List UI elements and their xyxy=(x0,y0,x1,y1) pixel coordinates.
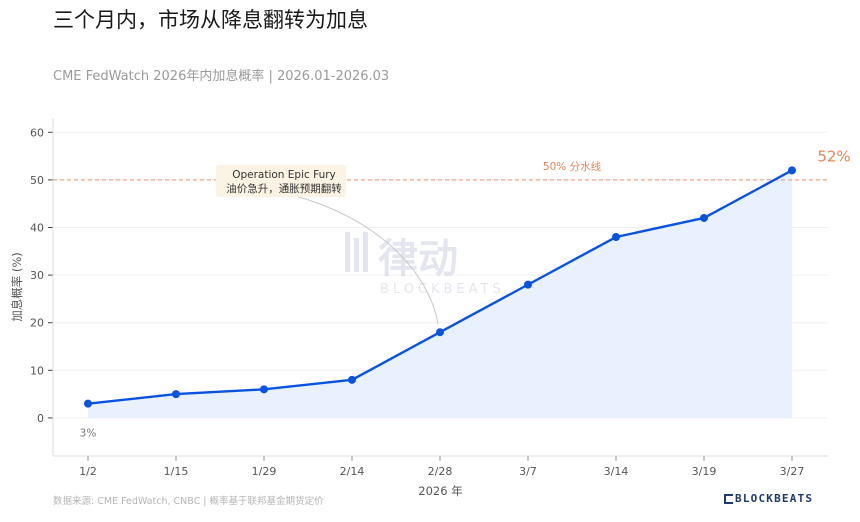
y-tick-label: 50 xyxy=(30,174,44,187)
area-fill xyxy=(88,170,792,418)
y-tick-label: 30 xyxy=(30,269,44,282)
annotation-line-1: Operation Epic Fury xyxy=(232,169,336,181)
x-axis-title: 2026 年 xyxy=(418,484,462,498)
threshold: 50% 分水线 xyxy=(53,160,828,181)
y-tick-label: 40 xyxy=(30,221,44,234)
data-point xyxy=(788,166,796,175)
labels: 3% 52% xyxy=(80,147,851,439)
data-point xyxy=(700,213,708,222)
y-tick-label: 10 xyxy=(30,364,44,377)
watermark-cn: 律动 xyxy=(378,236,458,282)
watermark-bar xyxy=(354,238,359,272)
x-tick-label: 3/7 xyxy=(519,465,537,478)
data-point xyxy=(348,375,356,384)
annotation-line-2: 油价急升，通胀预期翻转 xyxy=(226,182,342,195)
source-note: 数据来源: CME FedWatch, CNBC | 概率基于联邦基金期货定价 xyxy=(53,496,324,507)
watermark-en: BLOCKBEATS xyxy=(380,282,505,297)
brand-name: BLOCKBEATS xyxy=(735,492,814,505)
annotation-connector xyxy=(279,191,439,325)
brand-logo: BLOCKBEATS xyxy=(724,492,813,505)
data-point xyxy=(260,385,268,394)
data-point xyxy=(436,328,444,337)
watermark-logo: 律动 BLOCKBEATS xyxy=(345,232,505,297)
data-point xyxy=(172,390,180,399)
data-point xyxy=(84,399,92,408)
y-tick-label: 20 xyxy=(30,317,44,330)
x-tick-label: 1/15 xyxy=(164,465,189,478)
y-axis-title: 加息概率 (%) xyxy=(10,252,24,322)
threshold-label: 50% 分水线 xyxy=(543,160,602,173)
brand-mark-icon xyxy=(724,494,733,504)
x-tick-label: 3/19 xyxy=(692,465,717,478)
x-tick-label: 1/29 xyxy=(252,465,277,478)
page-title: 三个月内，市场从降息翻转为加息 xyxy=(53,8,368,32)
x-tick-label: 2/14 xyxy=(340,465,365,478)
data-point xyxy=(612,233,620,242)
watermark-bar xyxy=(345,232,350,272)
x-tick-label: 2/28 xyxy=(428,465,453,478)
area-shape xyxy=(88,170,792,418)
x-tick-label: 1/2 xyxy=(79,465,97,478)
page-subtitle: CME FedWatch 2026年内加息概率 | 2026.01-2026.0… xyxy=(53,69,390,84)
annotation-box xyxy=(216,165,346,197)
data-points xyxy=(84,166,796,408)
x-tick-label: 3/14 xyxy=(604,465,629,478)
end-value-label: 52% xyxy=(817,147,850,165)
watermark-bar xyxy=(363,232,368,272)
y-tick-label: 0 xyxy=(37,412,44,425)
start-value-label: 3% xyxy=(80,428,97,440)
x-tick-label: 3/27 xyxy=(780,465,805,478)
y-tick-label: 60 xyxy=(30,126,44,139)
data-point xyxy=(524,280,532,289)
